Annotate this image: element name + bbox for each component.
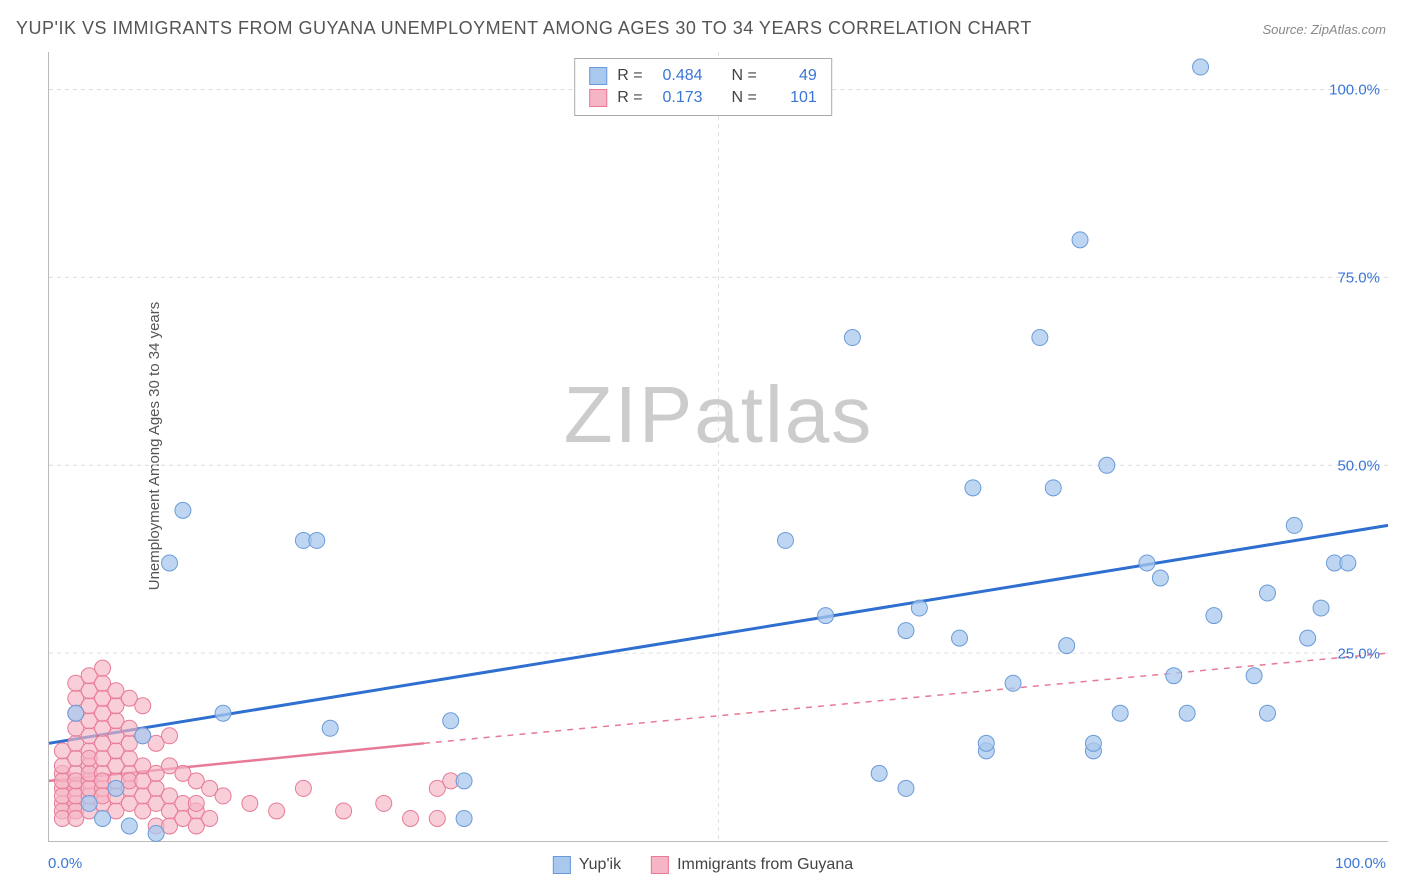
data-point (1005, 675, 1021, 691)
data-point (162, 728, 178, 744)
data-point (978, 735, 994, 751)
swatch-yupik-bottom (553, 856, 571, 874)
n-label: N = (731, 67, 756, 85)
data-point (215, 788, 231, 804)
y-tick-label: 100.0% (1329, 81, 1380, 98)
data-point (898, 623, 914, 639)
data-point (898, 780, 914, 796)
data-point (1032, 330, 1048, 346)
data-point (135, 698, 151, 714)
data-point (1139, 555, 1155, 571)
data-point (777, 532, 793, 548)
data-point (965, 480, 981, 496)
source-attribution: Source: ZipAtlas.com (1262, 22, 1386, 37)
data-point (1045, 480, 1061, 496)
data-point (1300, 630, 1316, 646)
legend-item-yupik: Yup'ik (553, 856, 621, 874)
data-point (952, 630, 968, 646)
plot-area: ZIPatlas 25.0%50.0%75.0%100.0% (48, 52, 1388, 842)
data-point (911, 600, 927, 616)
data-point (202, 810, 218, 826)
data-point (1259, 705, 1275, 721)
scatter-svg (49, 52, 1388, 841)
data-point (95, 810, 111, 826)
stat-legend: R = 0.484 N = 49 R = 0.173 N = 101 (574, 58, 832, 116)
legend-label-yupik: Yup'ik (579, 856, 621, 874)
data-point (148, 825, 164, 841)
r-label: R = (617, 89, 642, 107)
data-point (121, 818, 137, 834)
x-tick-origin: 0.0% (48, 855, 82, 872)
data-point (1166, 668, 1182, 684)
n-value-yupik: 49 (767, 67, 817, 85)
swatch-guyana-bottom (651, 856, 669, 874)
data-point (1313, 600, 1329, 616)
data-point (309, 532, 325, 548)
data-point (1179, 705, 1195, 721)
chart-title: YUP'IK VS IMMIGRANTS FROM GUYANA UNEMPLO… (16, 18, 1032, 39)
data-point (162, 555, 178, 571)
data-point (81, 795, 97, 811)
data-point (68, 705, 84, 721)
data-point (1206, 608, 1222, 624)
swatch-guyana (589, 89, 607, 107)
data-point (429, 810, 445, 826)
data-point (403, 810, 419, 826)
n-value-guyana: 101 (767, 89, 817, 107)
data-point (1340, 555, 1356, 571)
data-point (135, 728, 151, 744)
data-point (188, 795, 204, 811)
data-point (1072, 232, 1088, 248)
y-tick-label: 25.0% (1337, 645, 1380, 662)
data-point (108, 780, 124, 796)
data-point (456, 810, 472, 826)
x-tick-end: 100.0% (1335, 855, 1386, 872)
data-point (322, 720, 338, 736)
data-point (269, 803, 285, 819)
data-point (336, 803, 352, 819)
y-tick-label: 50.0% (1337, 457, 1380, 474)
y-tick-label: 75.0% (1337, 269, 1380, 286)
legend-item-guyana: Immigrants from Guyana (651, 856, 853, 874)
data-point (1193, 59, 1209, 75)
r-value-yupik: 0.484 (653, 67, 703, 85)
bottom-legend: Yup'ik Immigrants from Guyana (553, 856, 853, 874)
r-value-guyana: 0.173 (653, 89, 703, 107)
data-point (456, 773, 472, 789)
legend-label-guyana: Immigrants from Guyana (677, 856, 853, 874)
data-point (844, 330, 860, 346)
r-label: R = (617, 67, 642, 85)
data-point (1246, 668, 1262, 684)
data-point (1085, 735, 1101, 751)
data-point (242, 795, 258, 811)
stat-legend-row-guyana: R = 0.173 N = 101 (589, 87, 817, 109)
data-point (871, 765, 887, 781)
data-point (215, 705, 231, 721)
data-point (1152, 570, 1168, 586)
data-point (1059, 638, 1075, 654)
data-point (818, 608, 834, 624)
stat-legend-row-yupik: R = 0.484 N = 49 (589, 65, 817, 87)
n-label: N = (731, 89, 756, 107)
data-point (1112, 705, 1128, 721)
data-point (443, 713, 459, 729)
data-point (295, 780, 311, 796)
data-point (1286, 517, 1302, 533)
data-point (175, 502, 191, 518)
data-point (376, 795, 392, 811)
data-point (1259, 585, 1275, 601)
data-point (95, 660, 111, 676)
swatch-yupik (589, 67, 607, 85)
data-point (1099, 457, 1115, 473)
